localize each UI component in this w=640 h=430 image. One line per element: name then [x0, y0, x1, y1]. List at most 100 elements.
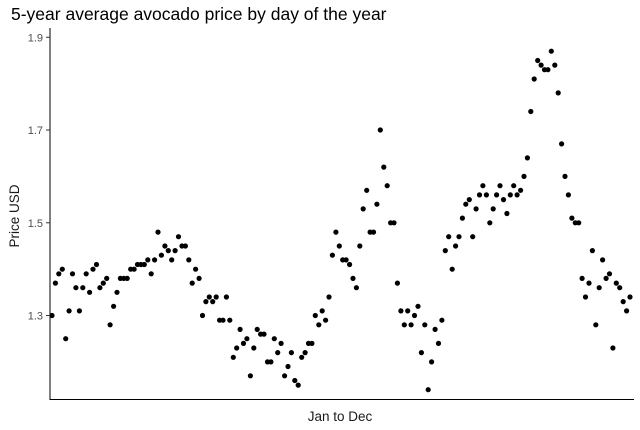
y-axis-title: Price USD: [7, 184, 22, 247]
data-point: [63, 336, 69, 342]
data-point: [196, 275, 202, 281]
data-point: [244, 336, 250, 342]
data-point: [538, 62, 544, 68]
data-point: [69, 271, 76, 277]
data-point: [500, 197, 507, 203]
data-point: [182, 243, 188, 249]
data-point: [422, 322, 428, 328]
data-point: [391, 220, 397, 226]
data-point: [524, 155, 531, 161]
data-point: [76, 308, 82, 314]
data-point: [466, 197, 472, 203]
data-point: [131, 266, 137, 272]
data-point: [463, 201, 469, 207]
data-point: [49, 312, 55, 319]
y-tick-label: 1.3: [28, 311, 43, 323]
data-point: [52, 280, 59, 286]
data-point: [323, 317, 329, 323]
data-point: [411, 312, 418, 319]
data-point: [169, 257, 175, 263]
data-point: [613, 280, 619, 286]
data-point: [107, 322, 113, 328]
data-point: [435, 340, 442, 346]
data-point: [175, 234, 182, 240]
data-point: [521, 173, 527, 179]
data-point: [555, 90, 561, 96]
data-point: [497, 183, 503, 189]
data-point: [278, 340, 284, 346]
data-point: [261, 331, 267, 337]
data-point: [97, 285, 103, 291]
data-point: [473, 206, 479, 212]
data-point: [90, 266, 96, 272]
data-point: [83, 271, 89, 277]
data-point: [73, 285, 79, 291]
data-point: [309, 340, 315, 346]
data-point: [329, 252, 335, 258]
data-point: [230, 354, 236, 360]
data-point: [514, 192, 520, 198]
data-point: [141, 261, 147, 268]
data-point: [579, 275, 585, 281]
data-point: [518, 187, 524, 193]
data-point: [507, 192, 513, 198]
data-point: [353, 285, 359, 291]
data-point: [490, 206, 496, 212]
data-point: [80, 285, 86, 291]
data-point: [494, 192, 500, 198]
data-point: [565, 192, 572, 198]
data-point: [610, 345, 616, 351]
data-point: [504, 210, 510, 217]
data-point: [562, 173, 568, 179]
data-point: [275, 350, 281, 356]
data-point: [600, 257, 606, 263]
x-axis-title: Jan to Dec: [308, 409, 373, 424]
data-point: [282, 373, 288, 379]
chart-title: 5-year average avocado price by day of t…: [11, 4, 387, 24]
data-point: [302, 350, 308, 356]
data-point: [223, 294, 229, 300]
data-point: [620, 299, 626, 305]
data-point: [206, 294, 212, 300]
data-point: [459, 215, 465, 221]
data-point: [449, 266, 455, 272]
data-point: [189, 280, 195, 286]
y-axis-ticks: 1.3 1.5 1.7 1.9: [28, 32, 50, 323]
data-point: [316, 322, 322, 328]
data-point: [606, 271, 613, 277]
data-point: [384, 183, 390, 189]
data-point: [312, 312, 318, 319]
data-point: [333, 229, 339, 235]
data-point: [165, 248, 171, 254]
data-point: [381, 164, 387, 170]
data-point: [624, 308, 630, 314]
data-point: [483, 192, 489, 198]
data-point: [158, 252, 164, 258]
data-point: [429, 359, 435, 365]
data-point: [370, 229, 377, 235]
data-points: [49, 48, 633, 393]
data-point: [374, 201, 380, 207]
data-point: [237, 326, 243, 332]
data-point: [569, 215, 575, 221]
data-point: [432, 326, 438, 332]
data-point: [124, 275, 130, 281]
data-point: [456, 234, 462, 240]
data-point: [155, 229, 161, 235]
data-point: [627, 294, 633, 300]
data-point: [172, 248, 178, 254]
data-point: [347, 261, 353, 268]
data-point: [446, 234, 452, 240]
data-point: [299, 354, 305, 360]
data-point: [100, 280, 106, 286]
data-point: [343, 257, 349, 263]
data-point: [145, 257, 151, 263]
data-point: [442, 248, 448, 254]
data-point: [319, 308, 325, 314]
data-point: [582, 294, 589, 300]
y-tick-label: 1.5: [28, 218, 43, 230]
data-point: [425, 387, 431, 393]
data-point: [589, 248, 596, 254]
data-point: [234, 345, 240, 351]
